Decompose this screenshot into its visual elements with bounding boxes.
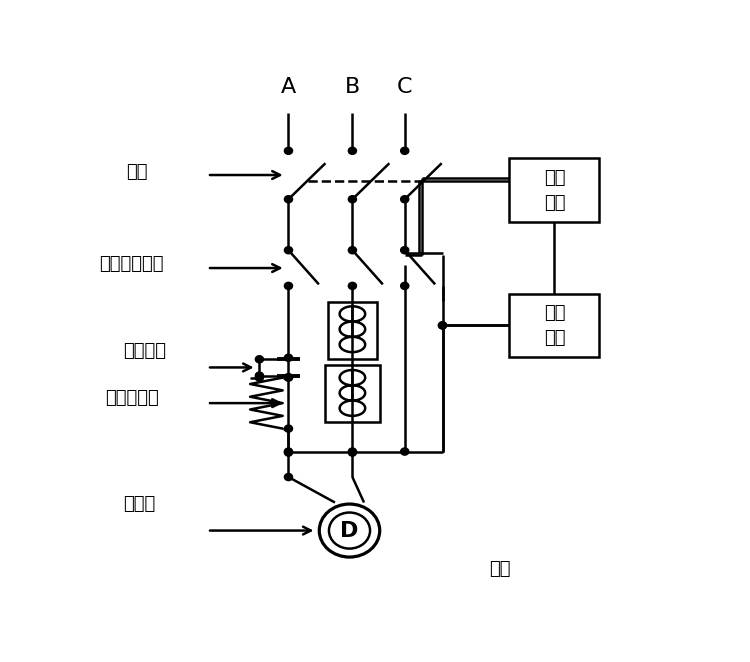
Circle shape xyxy=(284,448,292,455)
Text: 电子
线路: 电子 线路 xyxy=(544,169,566,212)
Circle shape xyxy=(284,147,292,154)
Circle shape xyxy=(284,425,292,432)
Circle shape xyxy=(400,247,409,254)
Circle shape xyxy=(348,196,356,203)
Text: 保护开关触点: 保护开关触点 xyxy=(100,255,164,273)
Text: C: C xyxy=(397,77,412,97)
Circle shape xyxy=(348,147,356,154)
Bar xyxy=(509,293,599,357)
Circle shape xyxy=(284,354,292,361)
Circle shape xyxy=(348,247,356,254)
Text: 电动机: 电动机 xyxy=(123,495,155,512)
Circle shape xyxy=(284,247,292,254)
Circle shape xyxy=(439,322,446,329)
Bar xyxy=(509,158,599,222)
Circle shape xyxy=(284,374,292,381)
Text: 刀闸: 刀闸 xyxy=(126,164,147,181)
Text: B: B xyxy=(345,77,360,97)
Circle shape xyxy=(284,196,292,203)
Text: A: A xyxy=(280,77,296,97)
Text: 脱扣
机构: 脱扣 机构 xyxy=(544,304,566,347)
Text: 图一: 图一 xyxy=(489,560,511,578)
Bar xyxy=(325,365,380,422)
Circle shape xyxy=(284,473,292,481)
Circle shape xyxy=(284,373,292,381)
Circle shape xyxy=(284,282,292,289)
Circle shape xyxy=(439,322,446,329)
Circle shape xyxy=(400,196,409,203)
Text: 穿心互感器: 穿心互感器 xyxy=(105,389,159,407)
Circle shape xyxy=(400,448,409,455)
Circle shape xyxy=(400,147,409,154)
Text: D: D xyxy=(340,520,358,541)
Circle shape xyxy=(255,374,263,381)
Bar xyxy=(328,302,376,359)
Circle shape xyxy=(348,449,356,456)
Circle shape xyxy=(348,282,356,289)
Circle shape xyxy=(284,449,292,456)
Circle shape xyxy=(255,355,263,363)
Circle shape xyxy=(400,282,409,289)
Circle shape xyxy=(348,448,356,455)
Text: 线路检验: 线路检验 xyxy=(123,342,166,359)
Circle shape xyxy=(255,372,263,379)
